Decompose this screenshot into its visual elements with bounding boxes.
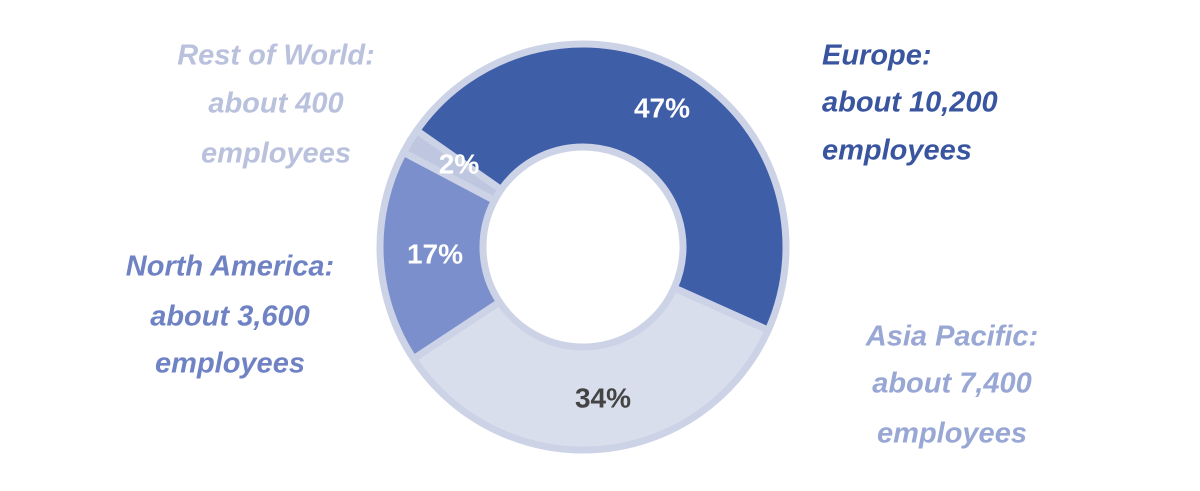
callout-line: about 3,600	[150, 301, 310, 333]
donut-segment	[410, 284, 772, 454]
callout-line: employees	[155, 348, 305, 380]
callout-line: employees	[201, 138, 351, 170]
donut-segment	[376, 148, 504, 363]
value-label: 17%	[407, 238, 463, 269]
callout-line: Rest of World:	[177, 40, 375, 72]
callout-line: Europe:	[822, 40, 932, 72]
callout-line: about 400	[208, 88, 343, 120]
callout-line: North America:	[126, 251, 334, 283]
callout-line: about 7,400	[872, 368, 1032, 400]
value-label: 34%	[575, 382, 631, 413]
donut-segment	[399, 127, 505, 204]
donut-segment	[413, 40, 790, 334]
callout-line: Asia Pacific:	[865, 321, 1038, 353]
callout-line: about 10,200	[822, 87, 998, 119]
callout-line: employees	[822, 135, 972, 167]
value-label: 47%	[634, 92, 690, 123]
callout-line: employees	[877, 418, 1027, 450]
value-label: 2%	[439, 148, 480, 179]
